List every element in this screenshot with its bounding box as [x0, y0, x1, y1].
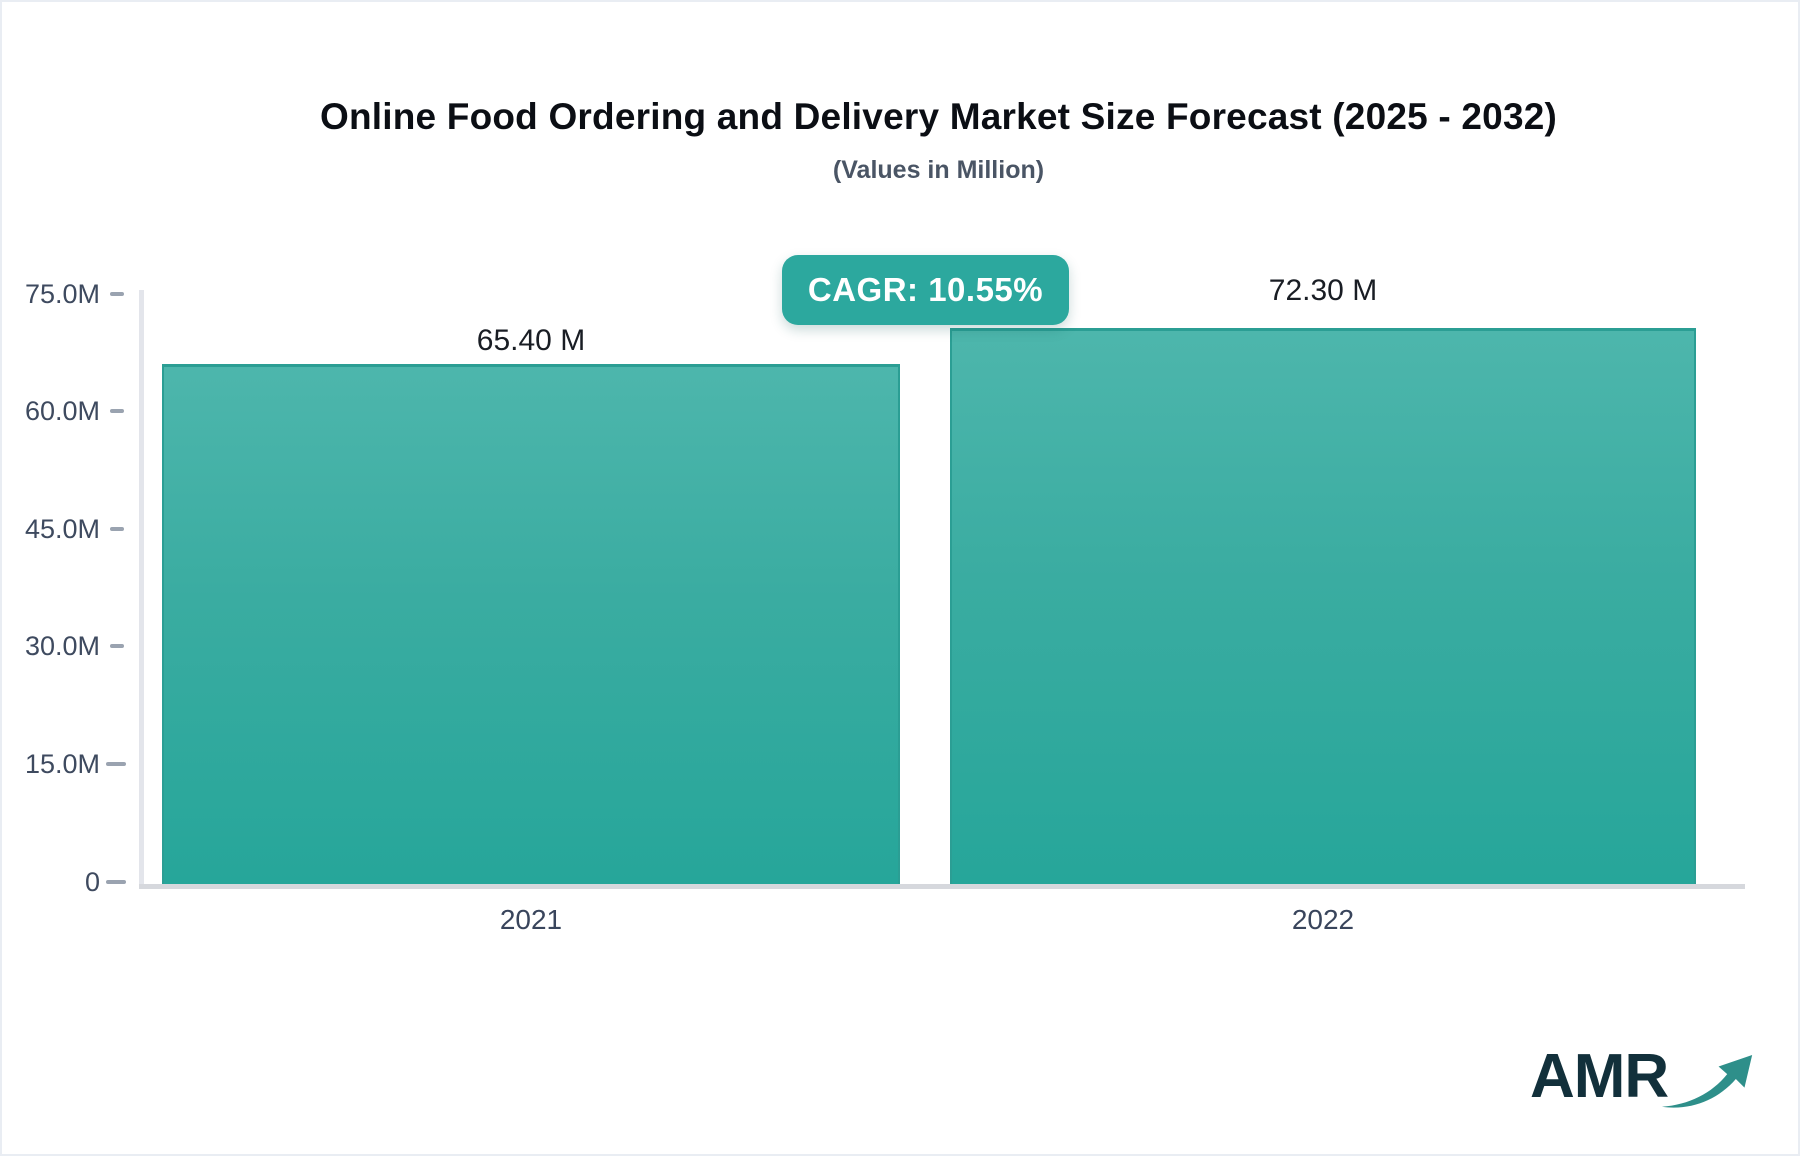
amr-logo: AMR — [1530, 1034, 1753, 1120]
chart-heading: Online Food Ordering and Delivery Market… — [132, 96, 1745, 185]
growth-arrow-icon — [1660, 1039, 1756, 1122]
y-tick-label: 30.0M — [24, 631, 100, 661]
y-tick-0: 0 — [2, 867, 132, 897]
cagr-badge: CAGR: 10.55% — [782, 255, 1069, 325]
y-tick-mark — [110, 644, 124, 648]
y-tick-mark — [106, 762, 126, 766]
bar-value-2022: 72.30 M — [1268, 274, 1378, 307]
y-tick-45m: 45.0M — [2, 514, 132, 544]
y-tick-label: 15.0M — [24, 749, 100, 779]
chart-title: Online Food Ordering and Delivery Market… — [319, 96, 1558, 137]
x-axis-label-2022: 2022 — [1291, 904, 1355, 935]
y-tick-mark — [106, 880, 126, 884]
y-tick-label: 60.0M — [24, 396, 100, 426]
y-tick-mark — [110, 409, 124, 413]
cagr-badge-label: CAGR: 10.55% — [807, 271, 1044, 308]
y-tick-mark — [110, 292, 124, 296]
y-tick-60m: 60.0M — [2, 396, 132, 426]
y-tick-30m: 30.0M — [2, 631, 132, 661]
y-tick-label: 0 — [84, 867, 100, 897]
bar-2021[interactable] — [162, 364, 900, 885]
y-tick-label: 45.0M — [24, 514, 100, 544]
y-tick-15m: 15.0M — [2, 749, 132, 779]
bar-value-2021: 65.40 M — [476, 324, 586, 357]
x-axis-line — [139, 884, 1745, 889]
chart-subtitle: (Values in Million) — [832, 156, 1045, 184]
y-tick-75m: 75.0M — [2, 279, 132, 309]
x-axis-label-2021: 2021 — [499, 904, 563, 935]
bar-2022[interactable] — [950, 328, 1696, 885]
y-tick-label: 75.0M — [24, 279, 100, 309]
y-axis-line — [139, 290, 144, 888]
amr-logo-text: AMR — [1530, 1042, 1669, 1111]
y-tick-mark — [110, 527, 124, 531]
